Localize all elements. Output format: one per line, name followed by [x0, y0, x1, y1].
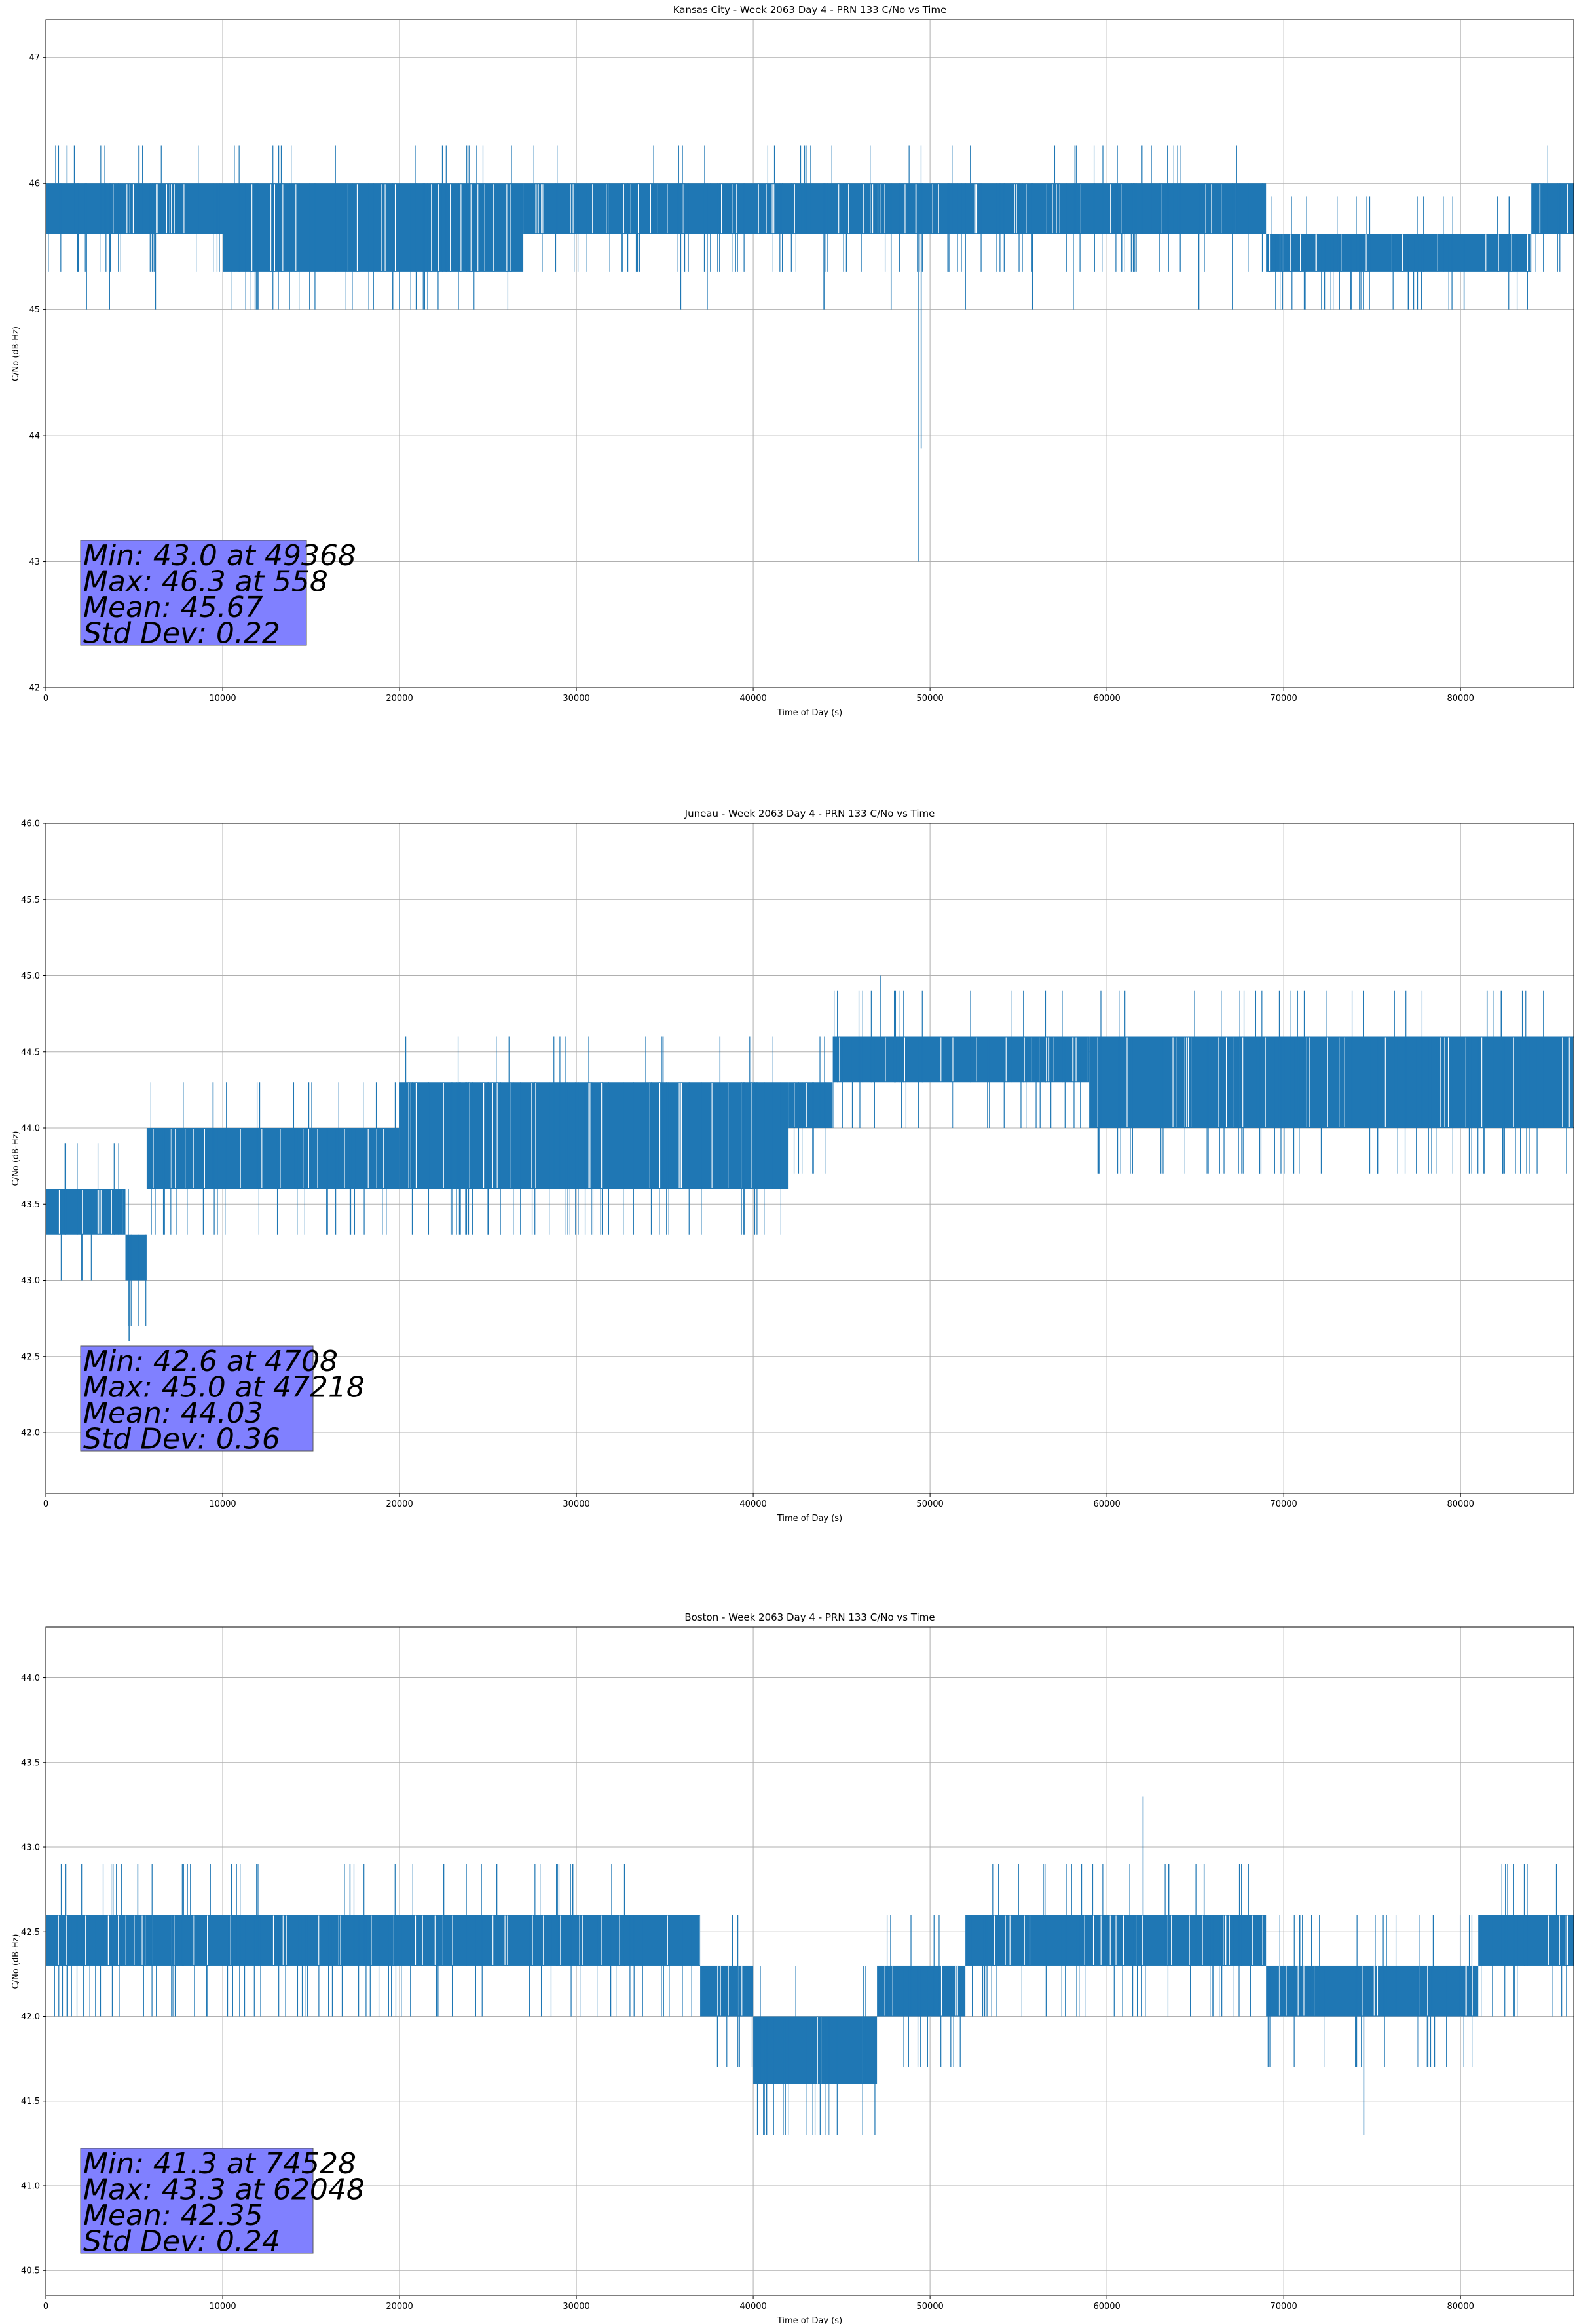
chart-title: Kansas City - Week 2063 Day 4 - PRN 133 …: [673, 4, 947, 16]
y-tick-label: 46: [29, 179, 40, 189]
data-band: [46, 1915, 701, 1966]
y-tick-label: 42.5: [21, 1352, 40, 1362]
y-tick-label: 43.0: [21, 1843, 40, 1853]
data-series: [46, 1796, 1574, 2135]
data-band: [788, 1082, 833, 1128]
x-tick-label: 20000: [386, 694, 413, 703]
stats-box: [80, 1345, 314, 1452]
data-band: [1531, 183, 1574, 234]
y-tick-label: 42.0: [21, 2012, 40, 2022]
stats-box: [80, 540, 307, 646]
stats-line: Min: 43.0 at 49368: [83, 539, 356, 572]
y-tick-label: 43: [29, 557, 40, 567]
stats-line: Std Dev: 0.24: [83, 2225, 280, 2258]
x-axis-label: Time of Day (s): [777, 708, 842, 718]
y-tick-label: 44.0: [21, 1674, 40, 1683]
x-tick-label: 50000: [916, 2302, 943, 2312]
stats-line: Std Dev: 0.22: [83, 617, 280, 650]
stats-line: Std Dev: 0.36: [83, 1423, 280, 1456]
x-tick-label: 40000: [739, 1499, 766, 1509]
x-axis-label: Time of Day (s): [777, 1514, 842, 1524]
y-tick-label: 44.5: [21, 1047, 40, 1057]
x-tick-label: 0: [43, 694, 48, 703]
stats-line: Min: 41.3 at 74528: [83, 2147, 356, 2181]
x-tick-label: 80000: [1447, 694, 1474, 703]
data-band: [46, 1189, 126, 1235]
x-tick-label: 0: [43, 1499, 48, 1509]
x-tick-label: 10000: [209, 1499, 236, 1509]
x-tick-label: 50000: [916, 694, 943, 703]
data-band: [1089, 1036, 1574, 1128]
stats-line: Mean: 42.35: [83, 2199, 263, 2232]
x-tick-label: 70000: [1270, 1499, 1297, 1509]
data-band: [125, 1234, 147, 1281]
y-tick-label: 44: [29, 432, 40, 441]
plot-frame: [45, 1626, 1574, 2296]
data-band: [1478, 1915, 1574, 1966]
x-tick-label: 10000: [209, 2302, 236, 2312]
stats-line: Min: 42.6 at 4708: [83, 1345, 338, 1378]
x-tick-label: 80000: [1447, 1499, 1474, 1509]
chart-panel-3: 0 10000 20000 30000 40000 50000 60000 70000 8000…: [11, 1611, 1574, 2324]
y-axis-label: C/No (dB-Hz): [11, 1131, 21, 1186]
y-tick-label: 42: [29, 684, 40, 694]
x-tick-label: 60000: [1093, 694, 1120, 703]
x-tick-label: 40000: [739, 2302, 766, 2312]
x-tick-label: 30000: [563, 1499, 589, 1509]
data-band: [399, 1082, 789, 1189]
y-tick-label: 43.0: [21, 1276, 40, 1286]
y-axis-label: C/No (dB-Hz): [11, 326, 21, 381]
x-tick-label: 20000: [386, 1499, 413, 1509]
x-tick-label: 60000: [1093, 2302, 1120, 2312]
chart-title: Boston - Week 2063 Day 4 - PRN 133 C/No …: [684, 1611, 935, 1623]
y-tick-label: 43.5: [21, 1200, 40, 1210]
stats-line: Max: 45.0 at 47218: [83, 1371, 365, 1404]
y-tick-label: 42.0: [21, 1429, 40, 1438]
y-tick-label: 45.0: [21, 971, 40, 981]
x-tick-label: 40000: [739, 694, 766, 703]
x-tick-label: 20000: [386, 2302, 413, 2312]
y-tick-label: 43.5: [21, 1758, 40, 1768]
data-band: [146, 1128, 400, 1189]
x-tick-label: 30000: [563, 694, 589, 703]
stats-line: Mean: 44.03: [83, 1396, 263, 1430]
data-series: [46, 145, 1574, 562]
y-tick-label: 44.0: [21, 1124, 40, 1134]
y-tick-label: 47: [29, 53, 40, 63]
y-tick-label: 41.5: [21, 2097, 40, 2107]
y-tick-label: 41.0: [21, 2181, 40, 2191]
y-tick-label: 42.5: [21, 1928, 40, 1938]
x-tick-label: 70000: [1270, 694, 1297, 703]
plot-frame: [45, 823, 1574, 1494]
stats-line: Max: 43.3 at 62048: [83, 2173, 365, 2207]
stats-line: Max: 46.3 at 558: [83, 565, 328, 599]
chart-title: Juneau - Week 2063 Day 4 - PRN 133 C/No …: [684, 808, 935, 819]
data-band: [46, 183, 223, 234]
chart-panel-2: 0 10000 20000 30000 40000 50000 60000 70000 8000…: [11, 808, 1574, 1524]
x-tick-label: 0: [43, 2302, 48, 2312]
data-series: [46, 975, 1574, 1341]
x-tick-label: 30000: [563, 2302, 589, 2312]
y-tick-label: 40.5: [21, 2266, 40, 2276]
x-tick-label: 60000: [1093, 1499, 1120, 1509]
stats-line: Mean: 45.67: [83, 591, 263, 624]
x-tick-label: 50000: [916, 1499, 943, 1509]
data-band: [1266, 1965, 1479, 2017]
x-axis-label: Time of Day (s): [777, 2316, 842, 2324]
x-tick-label: 70000: [1270, 2302, 1297, 2312]
stats-box: [80, 2148, 314, 2254]
chart-panel-1: 0 10000 20000 30000 40000 50000 60000 70000 8000…: [11, 4, 1574, 718]
y-tick-label: 45: [29, 305, 40, 315]
y-tick-label: 45.5: [21, 895, 40, 905]
x-tick-label: 10000: [209, 694, 236, 703]
y-axis-label: C/No (dB-Hz): [11, 1934, 21, 1989]
x-tick-label: 80000: [1447, 2302, 1474, 2312]
plot-frame: [45, 19, 1574, 688]
data-band: [1266, 234, 1532, 272]
y-tick-label: 46.0: [21, 819, 40, 829]
data-band: [523, 183, 1267, 234]
